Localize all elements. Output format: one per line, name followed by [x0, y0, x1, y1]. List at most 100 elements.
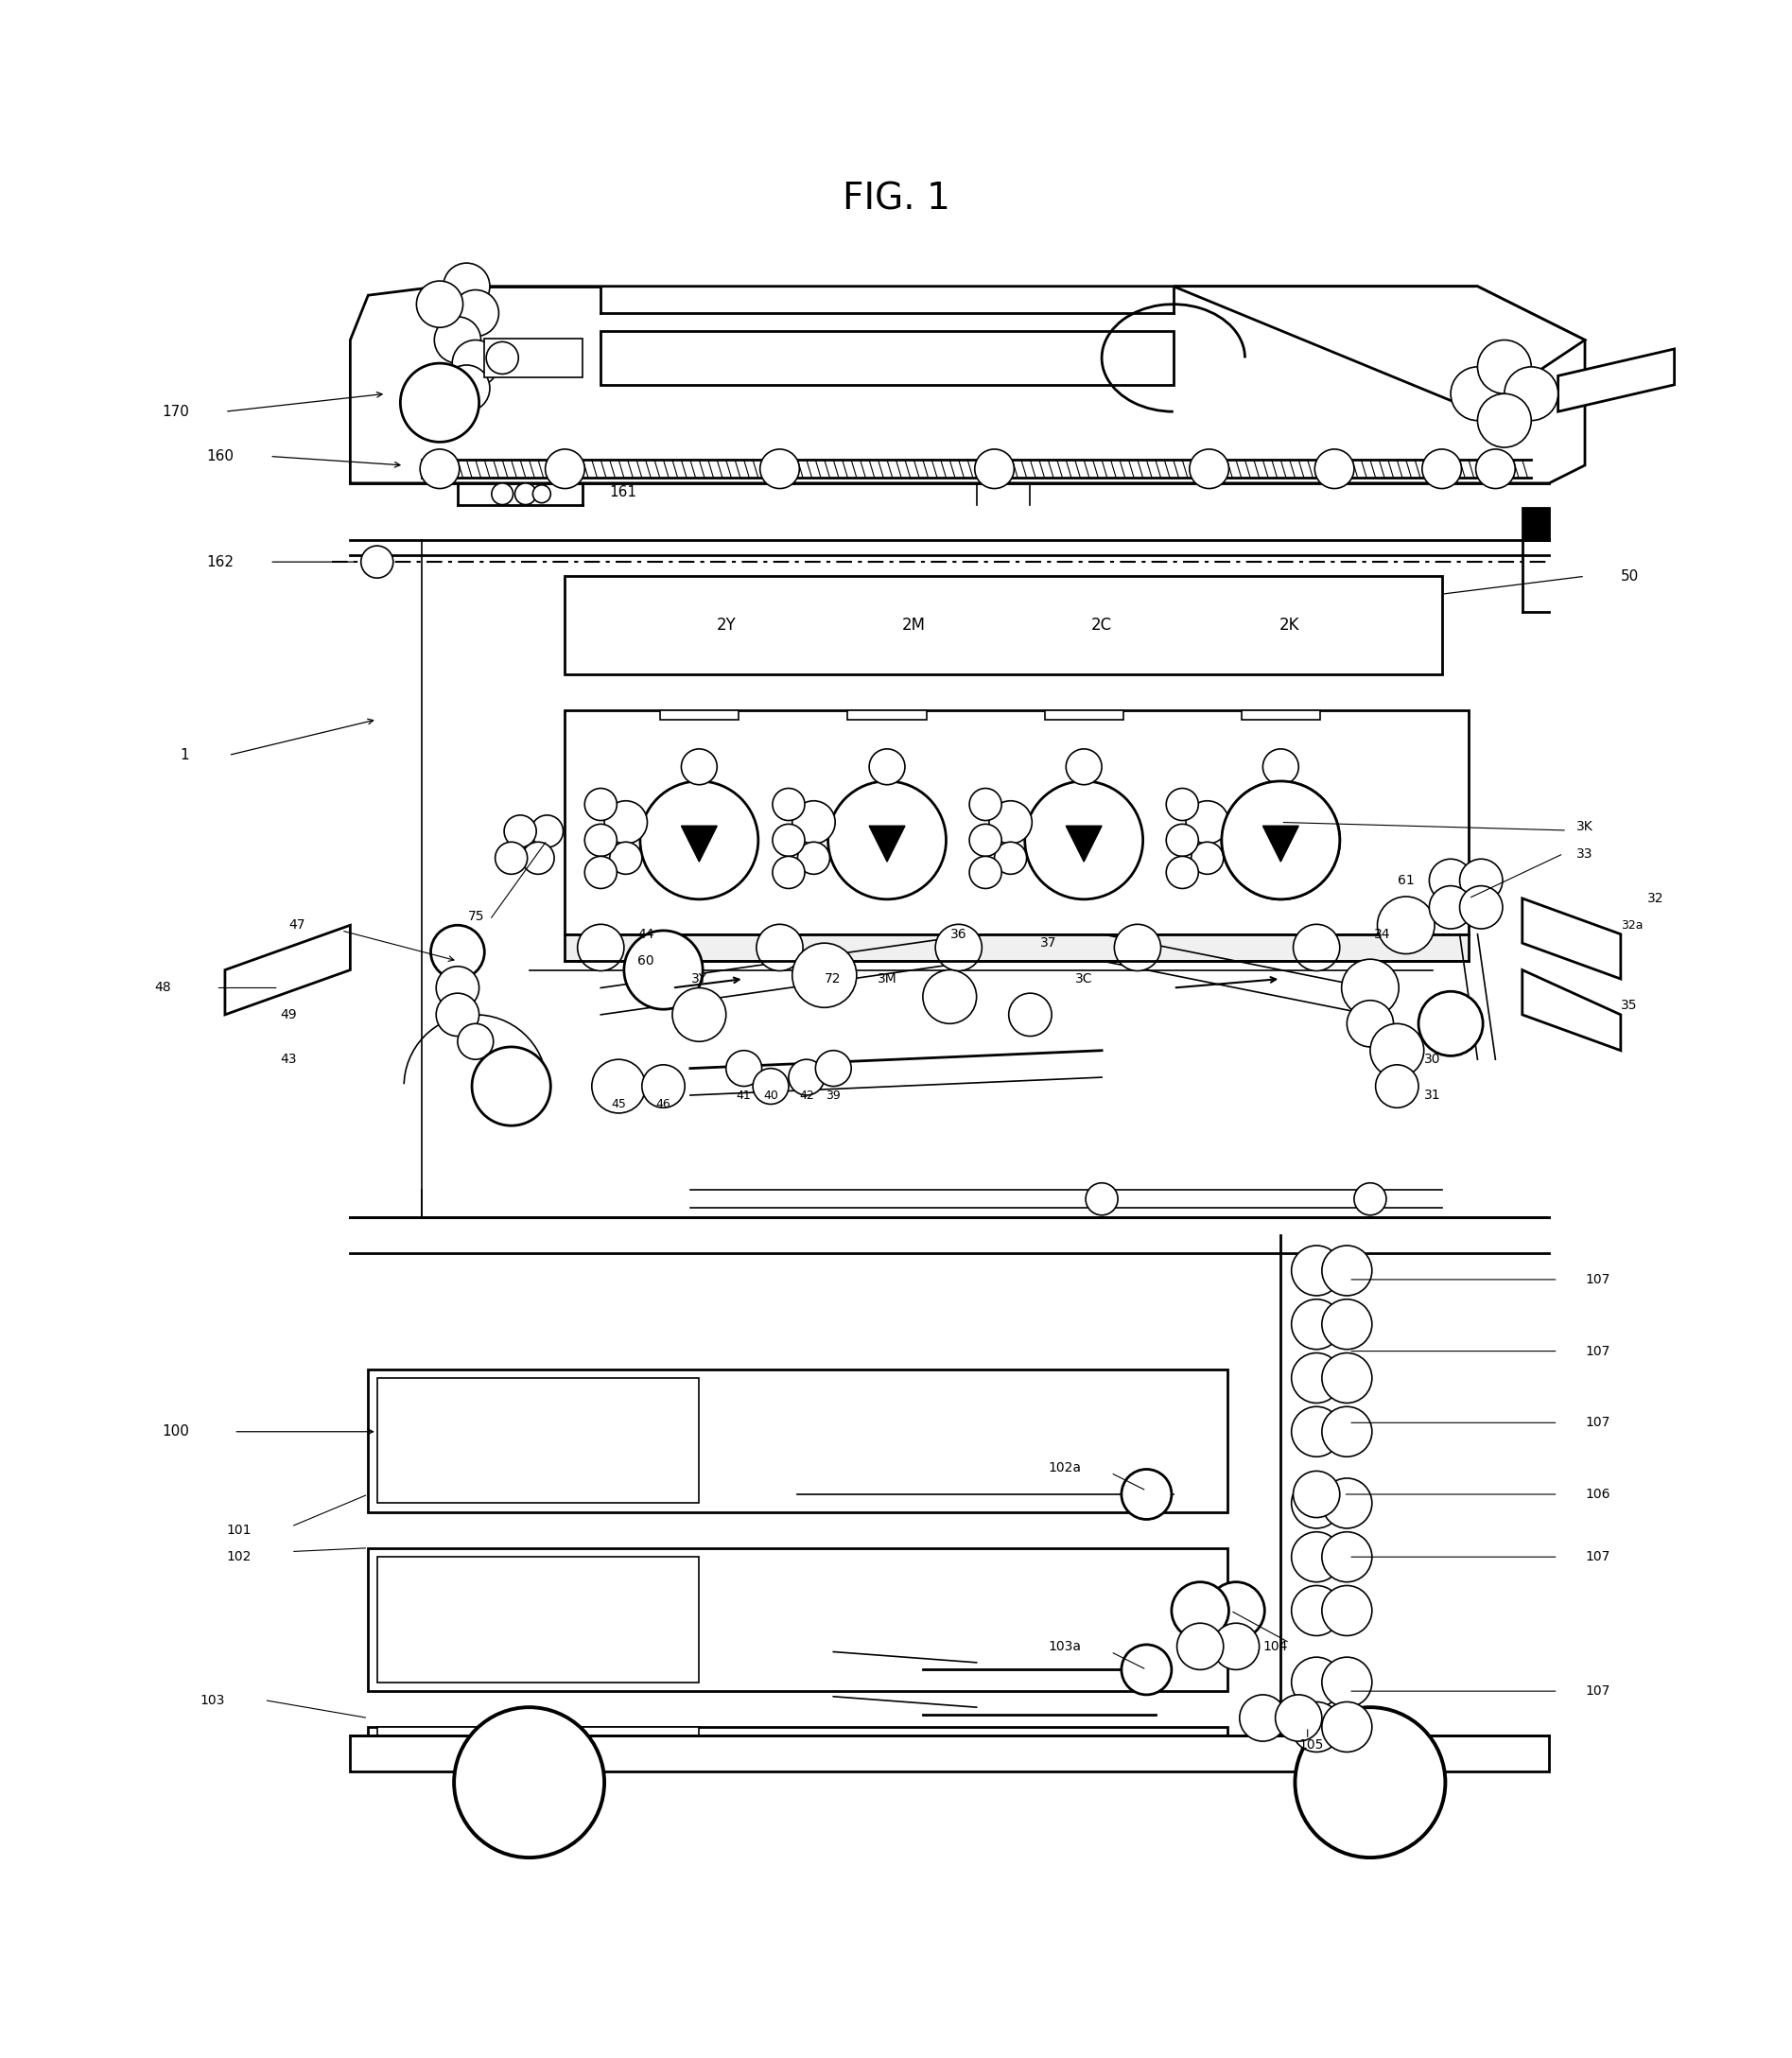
Text: 50: 50: [1620, 570, 1640, 582]
Polygon shape: [349, 286, 1584, 484]
Circle shape: [1315, 449, 1355, 488]
Bar: [1242, 710, 1321, 720]
Circle shape: [1192, 842, 1224, 875]
Bar: [1045, 710, 1124, 720]
Text: 101: 101: [228, 1523, 253, 1537]
Text: 44: 44: [638, 928, 654, 941]
Circle shape: [1348, 1000, 1394, 1048]
Text: 107: 107: [1584, 1344, 1609, 1358]
Polygon shape: [1066, 825, 1102, 862]
Bar: [848, 710, 926, 720]
Circle shape: [504, 815, 536, 848]
Circle shape: [1322, 1585, 1373, 1636]
Circle shape: [1378, 897, 1435, 953]
Circle shape: [1322, 1702, 1373, 1751]
Text: 104: 104: [1263, 1640, 1288, 1653]
Circle shape: [1430, 885, 1473, 928]
Text: 2K: 2K: [1279, 617, 1299, 634]
Circle shape: [1292, 1702, 1342, 1751]
Circle shape: [416, 282, 462, 327]
Circle shape: [1009, 994, 1052, 1035]
Circle shape: [1423, 449, 1462, 488]
Circle shape: [435, 994, 478, 1035]
Circle shape: [591, 1060, 645, 1113]
Circle shape: [419, 449, 459, 488]
Circle shape: [995, 842, 1027, 875]
Circle shape: [788, 1060, 824, 1095]
Circle shape: [1460, 858, 1503, 901]
Bar: [367, 1548, 1228, 1692]
Circle shape: [772, 788, 805, 821]
Circle shape: [1086, 1183, 1118, 1214]
Bar: [367, 1727, 1228, 1735]
Circle shape: [1478, 393, 1530, 447]
Text: 34: 34: [1374, 928, 1391, 941]
Text: 33: 33: [1575, 848, 1593, 860]
Circle shape: [815, 1050, 851, 1087]
Circle shape: [530, 815, 563, 848]
Circle shape: [828, 782, 946, 899]
Circle shape: [1263, 749, 1299, 784]
Bar: [376, 1558, 699, 1681]
Text: 102: 102: [228, 1550, 253, 1564]
Text: 42: 42: [799, 1089, 814, 1101]
Circle shape: [975, 449, 1014, 488]
Text: 30: 30: [1425, 1054, 1441, 1066]
Circle shape: [1115, 924, 1161, 971]
Circle shape: [584, 788, 616, 821]
Circle shape: [1355, 1183, 1387, 1214]
Circle shape: [772, 856, 805, 889]
Text: 37: 37: [1039, 936, 1055, 949]
Text: 103: 103: [201, 1694, 226, 1706]
Circle shape: [1167, 856, 1199, 889]
Circle shape: [1452, 366, 1505, 420]
Text: 31: 31: [1425, 1089, 1441, 1101]
Text: 106: 106: [1584, 1488, 1609, 1500]
Circle shape: [584, 823, 616, 856]
Bar: [659, 710, 738, 720]
Polygon shape: [226, 926, 349, 1015]
Text: 3C: 3C: [1075, 971, 1093, 986]
Text: 170: 170: [161, 405, 190, 418]
Polygon shape: [1263, 825, 1299, 862]
Text: 32a: 32a: [1620, 920, 1643, 932]
Circle shape: [360, 545, 392, 578]
Circle shape: [435, 967, 478, 1008]
Polygon shape: [1174, 286, 1584, 412]
Circle shape: [642, 1064, 685, 1107]
Circle shape: [1294, 924, 1340, 971]
Bar: [376, 1379, 699, 1502]
Text: 2Y: 2Y: [717, 617, 737, 634]
Circle shape: [430, 926, 484, 980]
Bar: [564, 576, 1443, 675]
Circle shape: [1292, 1245, 1342, 1297]
Circle shape: [772, 823, 805, 856]
Circle shape: [1167, 788, 1199, 821]
Circle shape: [457, 1023, 493, 1060]
Circle shape: [1292, 1406, 1342, 1457]
Text: 3M: 3M: [878, 971, 896, 986]
Circle shape: [797, 842, 830, 875]
Text: 75: 75: [468, 910, 484, 922]
Circle shape: [604, 801, 647, 844]
Text: 39: 39: [826, 1089, 840, 1101]
Text: 45: 45: [611, 1099, 625, 1111]
Circle shape: [1505, 366, 1557, 420]
Polygon shape: [869, 825, 905, 862]
Circle shape: [514, 484, 536, 504]
Circle shape: [1190, 449, 1229, 488]
Circle shape: [453, 1708, 604, 1858]
Text: 107: 107: [1584, 1274, 1609, 1286]
Circle shape: [869, 749, 905, 784]
Text: 49: 49: [280, 1008, 296, 1021]
Circle shape: [756, 924, 803, 971]
Circle shape: [1460, 885, 1503, 928]
Circle shape: [681, 749, 717, 784]
Circle shape: [443, 364, 489, 412]
Circle shape: [1186, 801, 1229, 844]
Text: 2C: 2C: [1091, 617, 1113, 634]
Circle shape: [1025, 782, 1143, 899]
Circle shape: [969, 823, 1002, 856]
Circle shape: [577, 924, 624, 971]
Circle shape: [726, 1050, 762, 1087]
